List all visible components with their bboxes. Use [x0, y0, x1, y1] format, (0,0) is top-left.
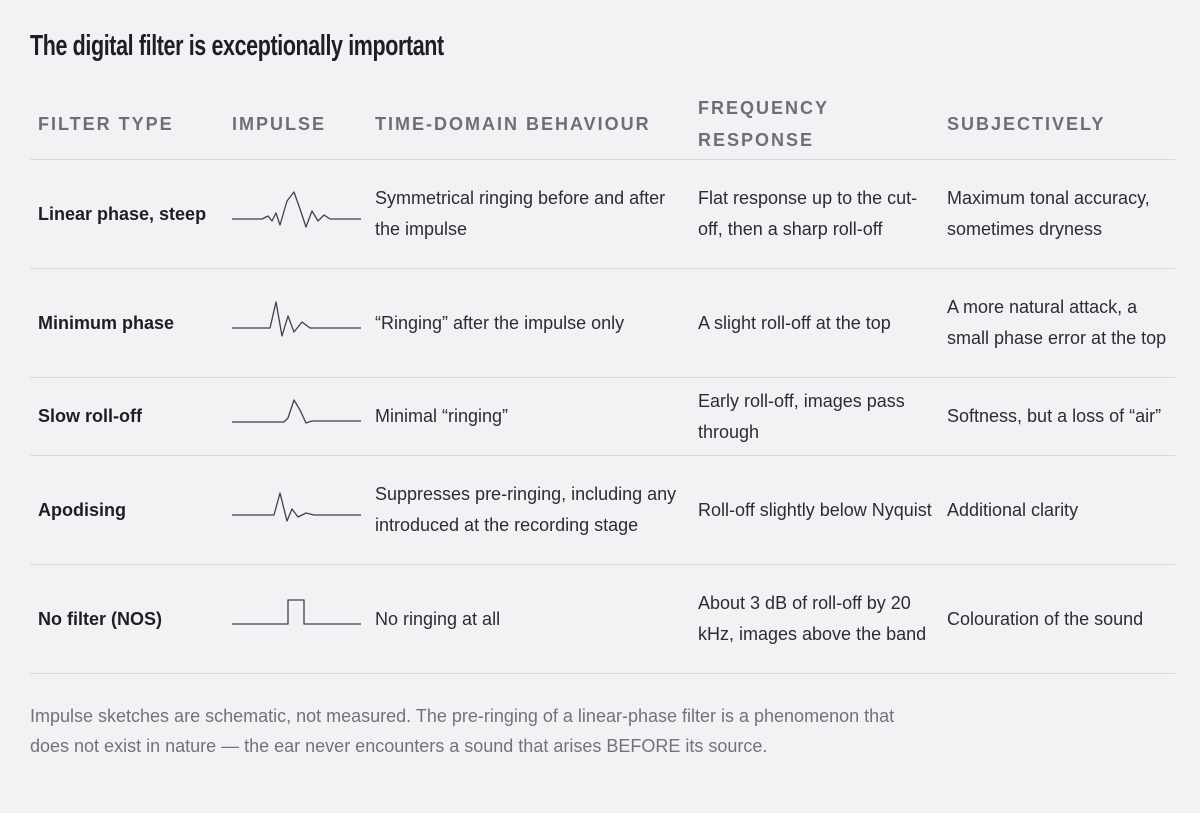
impulse-cell — [224, 160, 367, 269]
impulse-sketch — [232, 301, 361, 337]
header-cell: TIME-DOMAIN BEHAVIOUR — [367, 88, 690, 160]
impulse-cell — [224, 565, 367, 674]
table-cell: Minimal “ringing” — [367, 378, 690, 456]
impulse-sketch — [232, 398, 361, 424]
impulse-sketch — [232, 492, 361, 522]
filter-table: FILTER TYPE IMPULSE TIME-DOMAIN BEHAVIOU… — [30, 88, 1175, 674]
title: The digital filter is exceptionally impo… — [30, 30, 444, 62]
footnote: Impulse sketches are schematic, not meas… — [30, 706, 895, 756]
header-cell: FILTER TYPE — [30, 88, 224, 160]
impulse-cell — [224, 269, 367, 378]
header-cell: FREQUENCY RESPONSE — [690, 88, 939, 160]
header-cell: SUBJECTIVELY — [939, 88, 1175, 160]
impulse-sketch — [232, 191, 361, 228]
impulse-cell — [224, 378, 367, 456]
table-cell: Colouration of the sound — [939, 565, 1175, 674]
table-cell: Symmetrical ringing before and after the… — [367, 160, 690, 269]
impulse-sketch — [232, 599, 361, 625]
table-cell: No ringing at all — [367, 565, 690, 674]
filter-name: Slow roll-off — [30, 378, 224, 456]
table-cell: Suppresses pre-ringing, including any in… — [367, 456, 690, 565]
filter-name: Apodising — [30, 456, 224, 565]
table-cell: About 3 dB of roll-off by 20 kHz, images… — [690, 565, 939, 674]
table-cell: Softness, but a loss of “air” — [939, 378, 1175, 456]
filter-name: No filter (NOS) — [30, 565, 224, 674]
filter-name: Minimum phase — [30, 269, 224, 378]
filter-name: Linear phase, steep — [30, 160, 224, 269]
table-cell: Maximum tonal accuracy, sometimes drynes… — [939, 160, 1175, 269]
table-cell: A more natural attack, a small phase err… — [939, 269, 1175, 378]
table-cell: Flat response up to the cut-off, then a … — [690, 160, 939, 269]
table-cell: “Ringing” after the impulse only — [367, 269, 690, 378]
table-cell: A slight roll-off at the top — [690, 269, 939, 378]
table-cell: Roll-off slightly below Nyquist — [690, 456, 939, 565]
impulse-cell — [224, 456, 367, 565]
table-cell: Early roll-off, images pass through — [690, 378, 939, 456]
table-cell: Additional clarity — [939, 456, 1175, 565]
header-cell: IMPULSE — [224, 88, 367, 160]
